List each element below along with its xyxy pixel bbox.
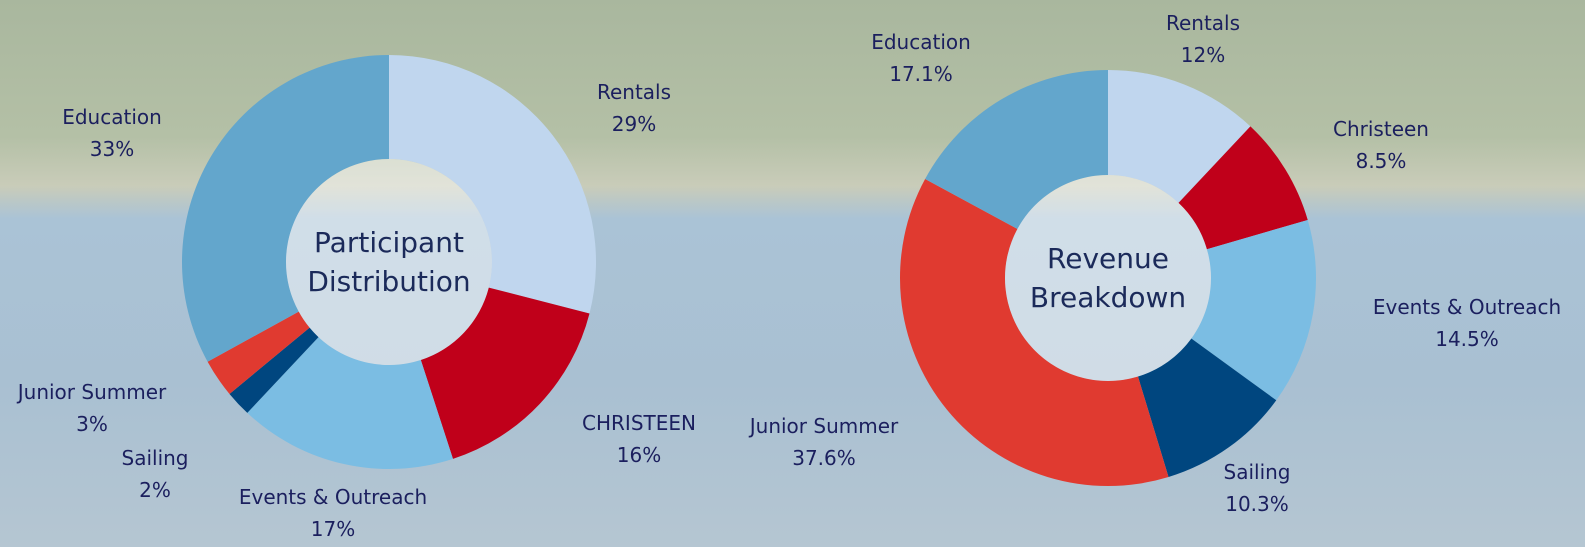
category-label: Rentals bbox=[597, 76, 671, 108]
category-label: Sailing bbox=[122, 442, 189, 474]
value-label: 17% bbox=[239, 513, 427, 545]
value-label: 10.3% bbox=[1224, 488, 1291, 520]
category-label: Rentals bbox=[1166, 7, 1240, 39]
chart-title: Participant Distribution bbox=[294, 223, 484, 301]
page: (() => { const data = JSON.parse(documen… bbox=[0, 0, 1585, 547]
value-label: 2% bbox=[122, 474, 189, 506]
value-label: 16% bbox=[582, 439, 696, 471]
category-label: Education bbox=[62, 101, 162, 133]
category-label: Christeen bbox=[1333, 113, 1429, 145]
value-label: 17.1% bbox=[871, 58, 971, 90]
value-label: 33% bbox=[62, 133, 162, 165]
chart-title: Revenue Breakdown bbox=[1013, 239, 1203, 317]
category-label: Junior Summer bbox=[750, 410, 899, 442]
title-text: Revenue Breakdown bbox=[1013, 239, 1203, 317]
value-label: 12% bbox=[1166, 39, 1240, 71]
title-text: Participant Distribution bbox=[294, 223, 484, 301]
value-label: 3% bbox=[18, 408, 167, 440]
category-label: Sailing bbox=[1224, 456, 1291, 488]
value-label: 14.5% bbox=[1373, 323, 1561, 355]
category-label: Education bbox=[871, 26, 971, 58]
value-label: 29% bbox=[597, 108, 671, 140]
value-label: 37.6% bbox=[750, 442, 899, 474]
category-label: CHRISTEEN bbox=[582, 407, 696, 439]
value-label: 8.5% bbox=[1333, 145, 1429, 177]
category-label: Junior Summer bbox=[18, 376, 167, 408]
category-label: Events & Outreach bbox=[1373, 291, 1561, 323]
category-label: Events & Outreach bbox=[239, 481, 427, 513]
